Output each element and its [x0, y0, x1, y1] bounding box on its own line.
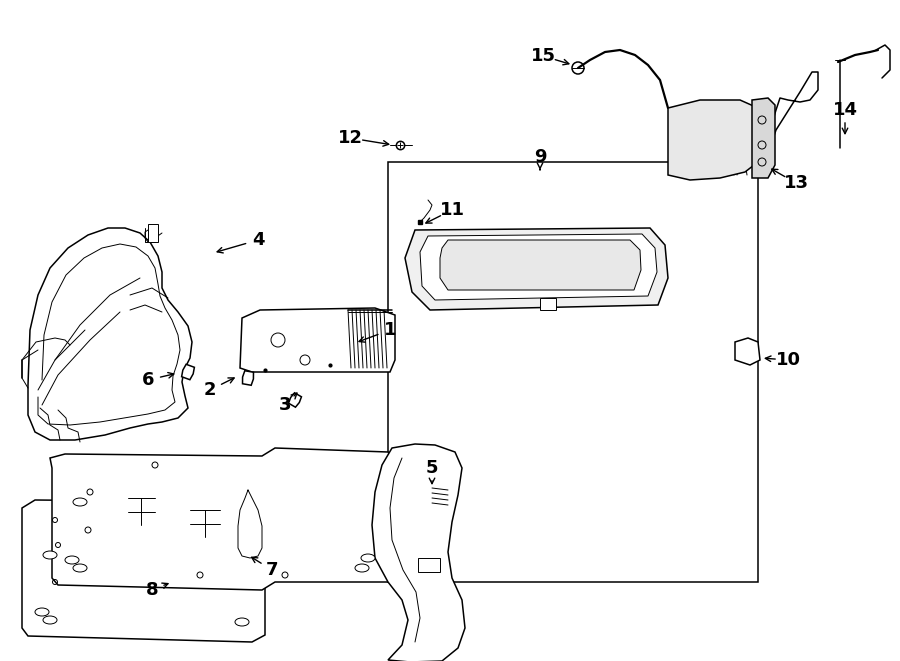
Ellipse shape — [43, 551, 57, 559]
Polygon shape — [182, 364, 194, 379]
Polygon shape — [405, 228, 668, 310]
Text: 12: 12 — [338, 129, 363, 147]
Text: 4: 4 — [252, 231, 265, 249]
Text: 15: 15 — [530, 47, 555, 65]
Ellipse shape — [35, 608, 49, 616]
Text: 3: 3 — [279, 396, 292, 414]
Polygon shape — [752, 98, 775, 178]
Polygon shape — [440, 240, 641, 290]
Text: 10: 10 — [776, 351, 800, 369]
Polygon shape — [240, 308, 395, 372]
Ellipse shape — [361, 554, 375, 562]
Text: 13: 13 — [784, 174, 808, 192]
Ellipse shape — [65, 556, 79, 564]
Text: 9: 9 — [534, 148, 546, 166]
Text: 14: 14 — [832, 101, 858, 119]
Text: 6: 6 — [142, 371, 154, 389]
Polygon shape — [28, 228, 192, 440]
Polygon shape — [540, 298, 556, 310]
Bar — [388, 162, 758, 582]
Text: 7: 7 — [266, 561, 278, 579]
Text: 5: 5 — [426, 459, 438, 477]
Text: 11: 11 — [439, 201, 464, 219]
Text: 2: 2 — [203, 381, 216, 399]
Ellipse shape — [73, 498, 87, 506]
Polygon shape — [420, 234, 657, 300]
Ellipse shape — [43, 616, 57, 624]
Ellipse shape — [73, 564, 87, 572]
Text: 8: 8 — [146, 581, 158, 599]
Polygon shape — [372, 444, 465, 661]
Polygon shape — [289, 393, 302, 407]
Polygon shape — [735, 338, 760, 365]
Ellipse shape — [355, 564, 369, 572]
Text: 1: 1 — [383, 321, 396, 339]
Polygon shape — [242, 371, 254, 385]
Polygon shape — [50, 448, 395, 590]
Polygon shape — [668, 100, 758, 180]
Polygon shape — [418, 558, 440, 572]
Ellipse shape — [235, 618, 249, 626]
Polygon shape — [22, 500, 265, 642]
Polygon shape — [148, 224, 158, 242]
